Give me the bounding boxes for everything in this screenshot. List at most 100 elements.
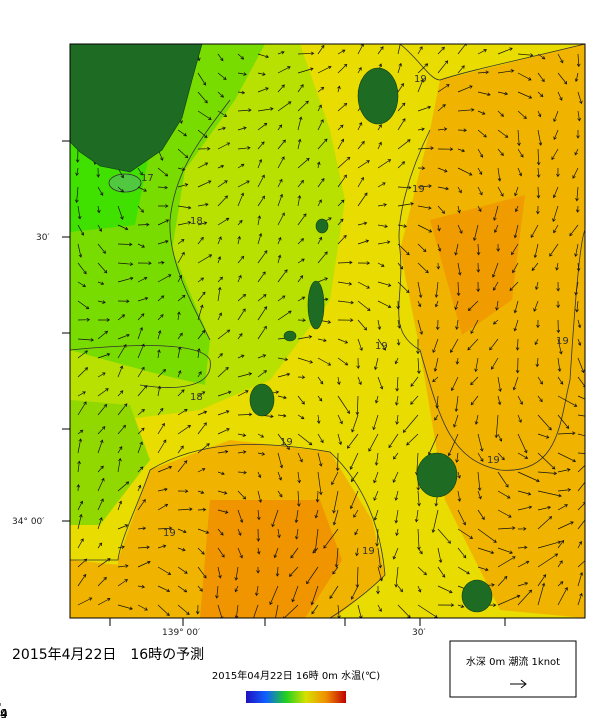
current-arrow [457,108,475,112]
current-arrow [515,338,520,351]
current-arrow [217,353,223,359]
current-arrow [494,414,499,439]
current-arrow [577,338,582,346]
current-arrow [377,224,388,229]
current-arrow [357,281,371,289]
current-arrow [377,182,386,188]
current-arrow [537,129,543,146]
current-arrow [337,395,350,414]
current-arrow [437,167,448,173]
current-arrow [157,503,169,511]
current-arrow [394,395,399,406]
current-arrow [317,376,324,385]
current-arrow [569,224,579,237]
current-arrow [368,433,379,452]
current-arrow [96,205,101,214]
current-arrow [337,156,351,169]
current-arrow [337,433,343,446]
current-arrow [497,167,502,182]
land-island [461,579,493,613]
current-arrow [217,390,232,397]
current-arrow [306,566,319,585]
current-arrow [97,517,103,530]
current-arrow [217,329,231,340]
current-arrow [557,338,563,355]
current-arrow [533,243,539,259]
current-arrow [457,547,467,559]
current-arrow [417,46,423,55]
current-arrow [536,319,540,329]
current-arrow [450,376,459,392]
contour-label: 19 [556,336,569,347]
current-arrow [577,560,585,568]
current-arrow [332,509,339,526]
current-arrow [397,44,401,55]
current-arrow [256,547,261,555]
current-arrow [237,390,249,397]
current-arrow [254,585,259,597]
current-arrow [497,110,504,117]
current-arrow [237,146,251,150]
current-arrow [517,167,523,177]
current-arrow [137,466,144,473]
current-arrow [277,212,285,226]
sea-orange-sw [70,560,120,618]
current-arrow [256,509,261,521]
current-arrow [157,566,172,575]
current-arrow [97,477,105,492]
current-arrow [453,414,459,428]
current-arrow [537,91,544,98]
current-arrow [234,585,239,593]
contour-label: 19 [487,455,500,466]
current-arrow [197,129,208,138]
current-arrow [257,306,268,321]
current-arrow [177,409,188,416]
current-arrow [574,72,579,83]
current-arrow [537,433,550,439]
current-arrow [117,564,129,568]
current-arrow [237,192,245,207]
current-arrow [76,484,81,492]
current-arrow [297,138,302,150]
current-arrow [157,465,173,473]
current-arrow [337,85,341,93]
current-arrow [257,195,265,207]
current-arrow [517,452,529,459]
current-arrow [447,433,459,457]
current-arrow [355,395,360,416]
current-arrow [234,604,239,618]
current-arrow [357,338,363,352]
current-arrow [537,490,562,498]
current-arrow [377,46,384,55]
current-arrow [537,505,552,511]
current-arrow [77,205,82,220]
current-arrow [437,60,449,74]
current-arrow [215,585,219,599]
current-arrow [97,224,102,232]
current-arrow [357,300,371,312]
current-arrow [177,148,189,159]
current-arrow [537,516,553,530]
current-arrow [437,205,446,214]
current-arrow [117,299,130,304]
current-arrow [575,205,580,213]
current-arrow [536,167,541,178]
current-arrow [257,294,267,302]
current-arrow [77,300,90,310]
current-arrow [297,414,305,420]
current-arrow [517,395,523,405]
current-arrow [137,408,145,416]
current-arrow [277,295,286,302]
current-arrow [517,110,527,120]
current-arrow [277,193,284,207]
current-arrow [157,295,165,302]
current-arrow [497,433,503,442]
current-arrow [237,528,242,536]
current-arrow [77,338,95,342]
current-arrow [477,91,491,97]
current-arrow [437,186,449,191]
current-arrow [557,539,565,549]
legend-text: 水深 0m 潮流 1knot [466,655,560,668]
colorbar-ticks: 141924 [0,703,8,721]
current-arrow [572,167,579,179]
